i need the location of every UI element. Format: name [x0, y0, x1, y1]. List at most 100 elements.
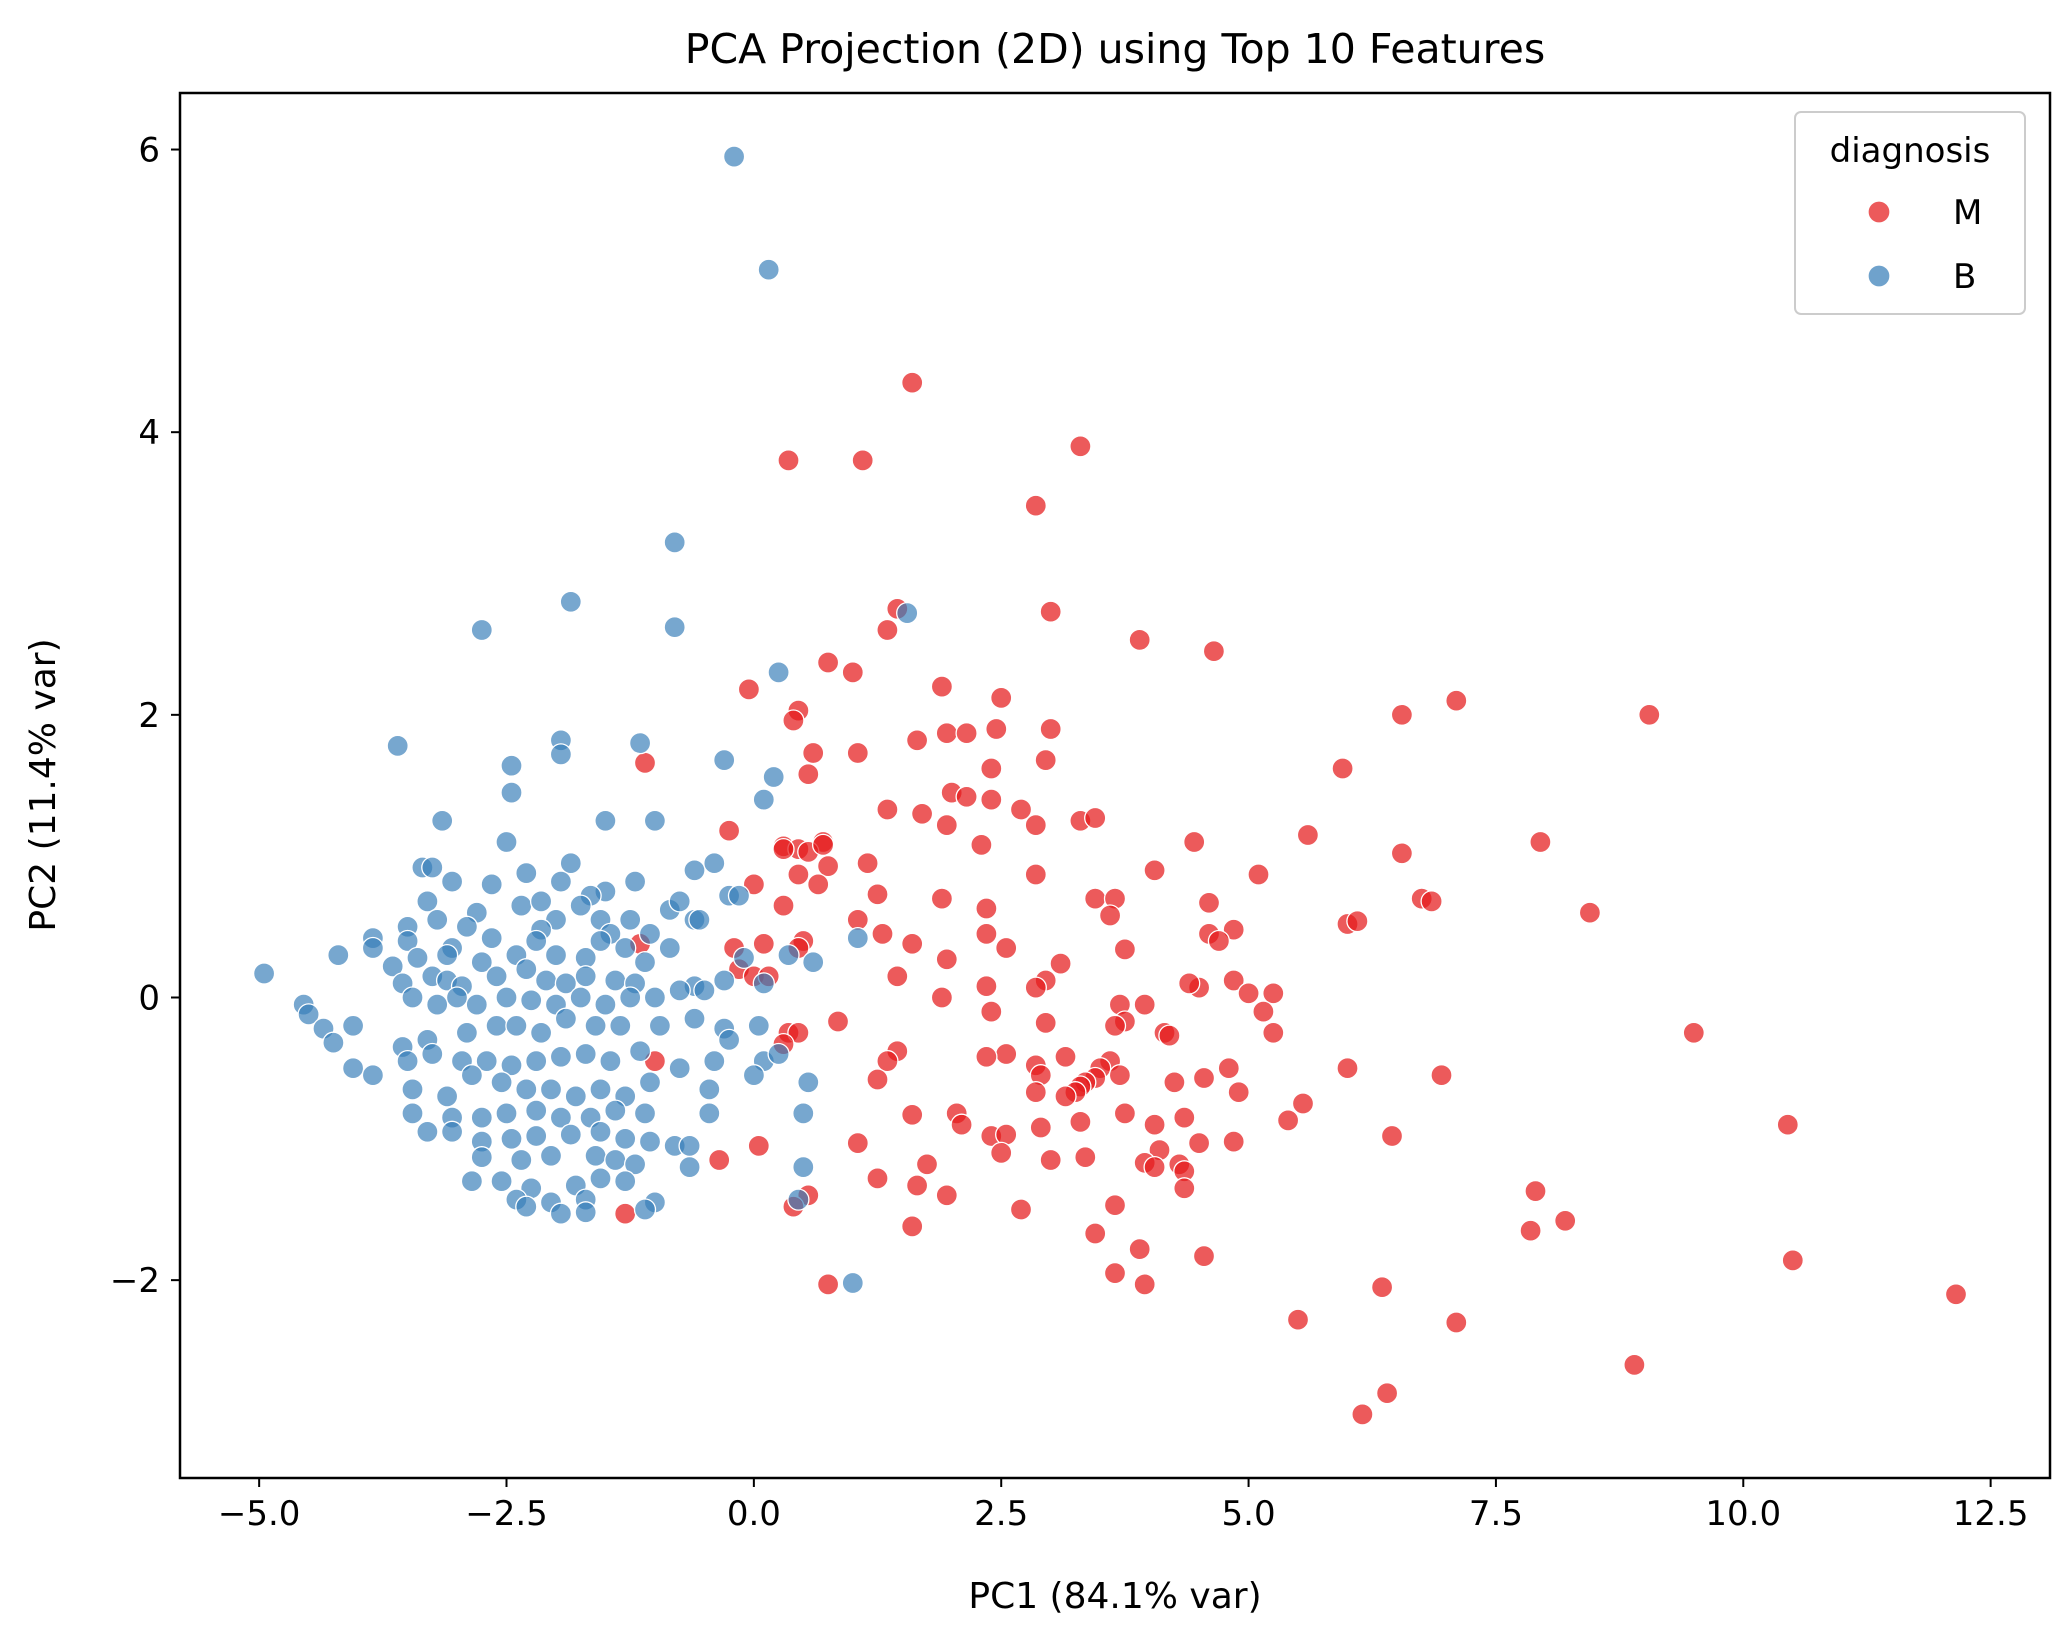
scatter-point-M	[866, 1167, 889, 1190]
scatter-point-B	[460, 1064, 484, 1087]
scatter-point-M	[1222, 1130, 1245, 1153]
scatter-point-M	[1108, 1064, 1132, 1087]
scatter-point-B	[549, 870, 573, 893]
scatter-point-M	[747, 1134, 770, 1158]
scatter-point-B	[802, 951, 825, 974]
scatter-point-M	[1173, 1106, 1196, 1129]
scatter-point-B	[628, 731, 652, 755]
scatter-point-M	[1039, 1148, 1062, 1172]
scatter-point-B	[713, 969, 736, 992]
scatter-point-M	[1331, 757, 1354, 780]
scatter-point-B	[569, 986, 592, 1009]
x-tick-label: −5.0	[218, 1494, 301, 1534]
scatter-point-B	[574, 1042, 597, 1066]
x-tick-label: 2.5	[974, 1494, 1028, 1534]
scatter-point-B	[520, 989, 543, 1012]
scatter-point-B	[633, 1102, 657, 1125]
scatter-point-B	[406, 946, 429, 970]
scatter-point-B	[732, 946, 756, 970]
scatter-point-B	[440, 870, 464, 893]
scatter-point-B	[599, 1049, 622, 1073]
scatter-point-B	[628, 1040, 652, 1063]
scatter-point-M	[970, 833, 993, 857]
scatter-point-M	[1222, 969, 1245, 992]
scatter-point-M	[1103, 1014, 1127, 1037]
scatter-point-M	[995, 1123, 1018, 1146]
scatter-point-B	[470, 618, 493, 642]
x-tick-label: 7.5	[1469, 1494, 1523, 1534]
scatter-point-B	[633, 1198, 657, 1221]
scatter-point-B	[455, 1021, 479, 1044]
scatter-point-M	[995, 1042, 1018, 1066]
scatter-point-M	[737, 678, 761, 701]
scatter-point-M	[1638, 703, 1661, 726]
scatter-point-B	[480, 873, 503, 896]
x-axis-ticks: −5.0 −2.5 0.0 2.5 5.0 7.5 10.0 12.5	[218, 1478, 2028, 1534]
scatter-point-B	[465, 993, 488, 1016]
scatter-point-M	[1375, 1382, 1399, 1405]
y-axis-label: PC2 (11.4% var)	[23, 638, 64, 931]
scatter-point-B	[698, 1078, 721, 1101]
scatter-point-M	[1286, 1308, 1310, 1331]
scatter-point-M	[930, 675, 954, 698]
series-M-points	[614, 371, 1968, 1426]
scatter-point-M	[1178, 972, 1201, 995]
scatter-point-B	[841, 1271, 864, 1295]
scatter-point-M	[886, 965, 909, 988]
scatter-point-M	[1029, 1116, 1052, 1139]
scatter-point-B	[742, 1064, 766, 1087]
scatter-point-B	[529, 1021, 553, 1044]
scatter-point-B	[549, 743, 573, 766]
scatter-point-M	[950, 1113, 973, 1136]
scatter-point-M	[1054, 1085, 1077, 1108]
scatter-point-M	[1143, 1155, 1166, 1179]
x-tick-label: 10.0	[1705, 1494, 1781, 1534]
scatter-point-M	[1128, 628, 1151, 652]
scatter-point-M	[1370, 1276, 1394, 1299]
scatter-point-M	[1351, 1403, 1374, 1426]
scatter-point-B	[792, 1102, 815, 1125]
series-B-points	[252, 145, 919, 1295]
scatter-point-M	[955, 785, 978, 808]
scatter-point-B	[460, 1170, 484, 1193]
scatter-point-B	[668, 890, 691, 913]
scatter-point-B	[683, 859, 706, 882]
scatter-point-B	[703, 852, 726, 875]
scatter-point-M	[752, 932, 775, 955]
scatter-point-M	[1623, 1353, 1646, 1377]
scatter-point-B	[584, 1014, 607, 1037]
scatter-point-B	[589, 1120, 612, 1143]
scatter-point-B	[549, 1106, 573, 1129]
scatter-point-M	[1276, 1109, 1300, 1132]
axes-frame	[178, 91, 2052, 1480]
scatter-point-M	[1781, 1249, 1804, 1272]
scatter-point-M	[975, 897, 998, 920]
scatter-point-B	[727, 884, 751, 907]
scatter-point-B	[698, 1102, 721, 1125]
scatter-point-M	[1103, 1194, 1127, 1217]
scatter-point-M	[876, 618, 899, 642]
scatter-point-M	[930, 887, 954, 910]
scatter-point-B	[421, 856, 444, 879]
scatter-point-B	[470, 1106, 493, 1129]
scatter-point-M	[787, 1021, 810, 1044]
scatter-point-B	[470, 1146, 493, 1169]
scatter-point-M	[1247, 863, 1270, 886]
scatter-point-M	[1009, 1198, 1033, 1221]
scatter-point-B	[604, 1099, 627, 1122]
plot-area	[178, 91, 2052, 1480]
scatter-point-B	[515, 861, 538, 885]
scatter-point-B	[525, 1049, 548, 1073]
scatter-point-B	[485, 965, 508, 988]
scatter-point-B	[767, 1042, 790, 1066]
scatter-point-M	[1519, 1219, 1542, 1242]
scatter-point-M	[1024, 976, 1047, 999]
scatter-point-M	[787, 863, 810, 886]
scatter-point-M	[802, 741, 825, 765]
scatter-point-B	[688, 908, 711, 931]
scatter-point-B	[638, 1071, 662, 1094]
legend-entries: MB	[1867, 193, 1982, 297]
y-tick-label: 0	[138, 978, 160, 1018]
scatter-point-M	[1390, 842, 1414, 865]
